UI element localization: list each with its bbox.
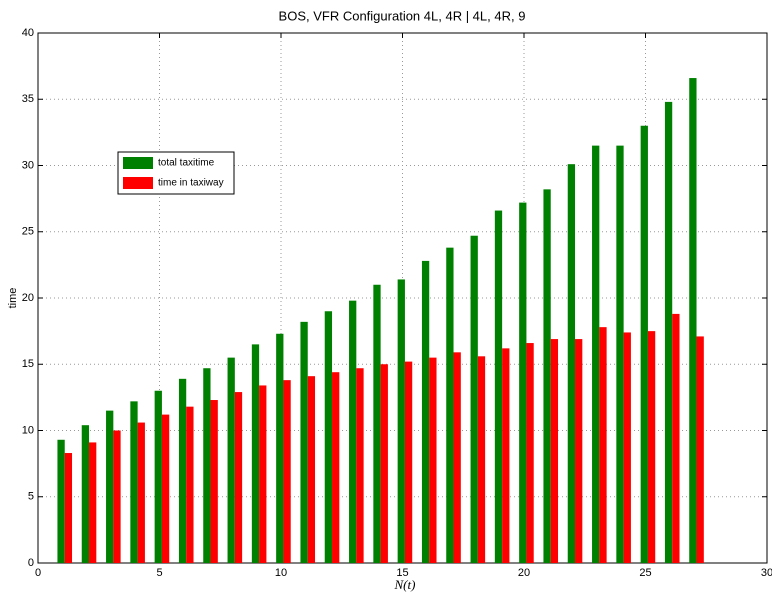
x-tick-label: 20 (518, 567, 530, 579)
bar (324, 311, 333, 563)
bar (494, 210, 503, 564)
y-tick-label: 25 (22, 226, 34, 238)
bar (154, 390, 162, 563)
bar (526, 343, 534, 563)
bar (567, 164, 576, 564)
bar (421, 260, 430, 563)
bar (470, 235, 478, 563)
y-tick-label: 15 (22, 358, 34, 370)
x-axis-label: N(t) (394, 577, 416, 592)
bar (404, 361, 413, 563)
bar (575, 339, 583, 563)
x-tick-label: 25 (639, 567, 651, 579)
bar (664, 101, 673, 564)
x-tick-label: 0 (35, 567, 41, 579)
bar (130, 401, 138, 563)
bar (599, 327, 607, 563)
bar (349, 300, 357, 563)
bar (647, 331, 656, 563)
bar (186, 406, 194, 563)
bar (113, 430, 121, 563)
bar (477, 356, 486, 563)
bar (251, 344, 260, 563)
bar (453, 352, 461, 563)
legend-swatch (123, 157, 153, 169)
bar (210, 400, 218, 563)
bar (356, 368, 364, 563)
chart-title: BOS, VFR Configuration 4L, 4R | 4L, 4R, … (279, 8, 526, 23)
bar (397, 279, 405, 563)
y-tick-label: 40 (22, 27, 34, 39)
bar (307, 376, 316, 563)
bar (137, 422, 145, 563)
bar (227, 357, 235, 563)
bar (332, 372, 340, 563)
y-tick-label: 5 (28, 491, 34, 503)
bar (300, 321, 308, 563)
bar (623, 332, 631, 563)
y-tick-label: 35 (22, 93, 34, 105)
x-tick-label: 15 (396, 567, 408, 579)
bar (689, 78, 697, 564)
bar (178, 378, 187, 563)
x-tick-label: 30 (761, 567, 772, 579)
bar (259, 385, 267, 563)
bar (81, 425, 90, 563)
bar (276, 333, 284, 563)
bar (380, 364, 388, 563)
bar (446, 247, 454, 563)
bar (672, 313, 680, 563)
bar (64, 453, 73, 563)
x-tick-label: 5 (156, 567, 162, 579)
bar (373, 284, 381, 563)
bar (203, 368, 211, 563)
y-tick-label: 20 (22, 292, 34, 304)
legend-swatch (123, 177, 153, 189)
bar (106, 410, 114, 563)
bar (696, 336, 704, 563)
x-tick-label: 10 (275, 567, 287, 579)
bar (640, 125, 648, 563)
bar (57, 439, 65, 563)
bar (89, 442, 97, 563)
bar (550, 339, 559, 563)
y-tick-label: 10 (22, 424, 34, 436)
bar (502, 348, 510, 563)
bar (234, 392, 243, 563)
y-axis-label: time (7, 288, 19, 309)
y-tick-label: 0 (28, 557, 34, 569)
bar (283, 380, 291, 563)
bar (429, 357, 437, 563)
bar (543, 189, 551, 563)
bar (161, 414, 170, 563)
legend-label: time in taxiway (158, 178, 224, 189)
bar (519, 202, 527, 563)
bar (592, 145, 600, 563)
legend-label: total taxitime (158, 158, 215, 169)
y-tick-label: 30 (22, 159, 34, 171)
bar (616, 145, 624, 563)
